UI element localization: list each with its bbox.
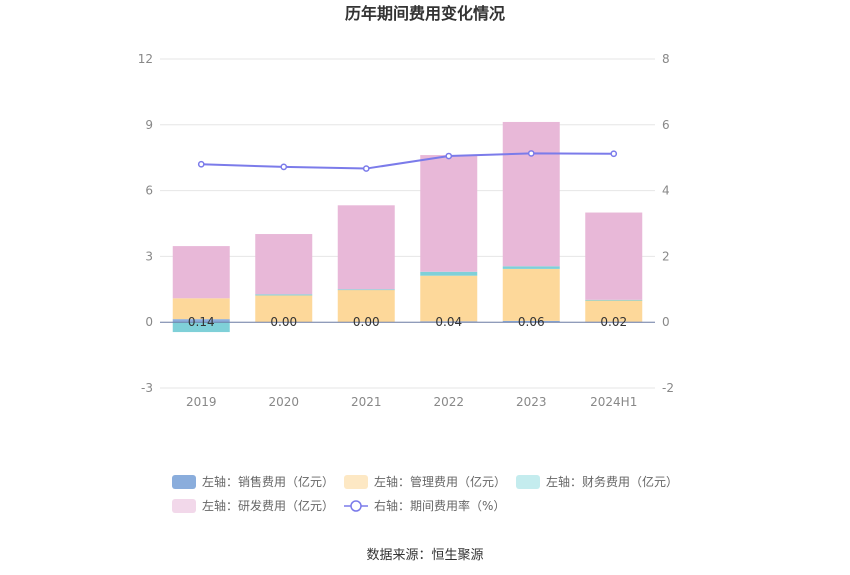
bar-data-label: 0.14 [188,315,215,329]
grid-lines [160,58,655,389]
x-tick-label: 2021 [351,395,382,409]
right-tick-label: 6 [662,118,670,132]
bar-segment [502,121,560,267]
bar-segment [255,234,313,295]
legend-label: 左轴：研发费用（亿元） [202,498,334,513]
bar-segment [172,322,230,333]
bar-data-label: 0.06 [518,315,545,329]
right-axis: 8 6 4 2 0 -2 [662,52,674,395]
bar-segment [255,295,313,323]
legend-label: 左轴：财务费用（亿元） [546,474,678,489]
right-tick-label: 4 [662,184,670,198]
bar-segment [255,294,313,296]
bar-segment [420,275,478,322]
legend-label: 左轴：销售费用（亿元） [202,474,334,489]
expense-rate-line [197,150,618,172]
rate-point [445,152,453,160]
legend-swatch-marker [350,500,362,512]
legend-swatch [344,475,368,489]
legend-label: 右轴：期间费用率（%） [374,498,505,513]
left-tick-label: 6 [145,184,153,198]
bar-segment [502,320,560,323]
x-tick-label: 2019 [186,395,217,409]
rate-point [610,150,618,158]
left-tick-label: -3 [141,381,153,395]
right-tick-label: 8 [662,52,670,66]
rate-line-path [201,152,614,170]
rate-point [362,165,370,172]
x-tick-label: 2024H1 [590,395,637,409]
legend-swatch [172,475,196,489]
bar-data-label: 0.02 [600,315,627,329]
bar-segment [420,155,478,272]
legend-label: 左轴：管理费用（亿元） [374,474,506,489]
bar-segment [172,298,230,320]
chart-title: 历年期间费用变化情况 [345,4,505,23]
bar-segment [337,289,395,291]
legend-swatch [516,475,540,489]
x-tick-label: 2023 [516,395,547,409]
bar-data-label: 0.04 [435,315,462,329]
right-tick-label: 0 [662,315,670,329]
bar-segment [585,212,643,300]
bar-segment [337,205,395,290]
x-tick-label: 2020 [268,395,299,409]
bar-segment [172,246,230,299]
right-tick-label: -2 [662,381,674,395]
right-tick-label: 2 [662,249,670,263]
legend: 左轴：销售费用（亿元） 左轴：管理费用（亿元） 左轴：财务费用（亿元） 左轴：研发费用… [172,474,678,513]
rate-point [197,160,205,168]
bar-segment [585,300,643,322]
x-tick-label: 2022 [433,395,464,409]
bar-segment [337,289,395,323]
bars [160,121,655,333]
left-tick-label: 9 [145,118,153,132]
x-axis: 2019 2020 2021 2022 2023 2024H1 [186,395,637,409]
source-note: 数据来源：恒生聚源 [366,548,483,563]
bar-segment [585,299,643,301]
left-tick-label: 3 [145,249,153,263]
left-axis: 12 9 6 3 0 -3 [138,52,153,395]
left-tick-label: 0 [145,315,153,329]
bar-segment [172,319,230,323]
bar-segment [502,268,560,321]
bar-segment [420,271,478,276]
rate-point [280,163,288,171]
bar-labels: 0.14 0.00 0.00 0.04 0.06 0.02 [188,315,627,329]
bar-data-label: 0.00 [270,315,297,329]
rate-point [527,150,535,157]
legend-swatch [172,499,196,513]
bar-data-label: 0.00 [353,315,380,329]
left-tick-label: 12 [138,52,153,66]
bar-segment [502,266,560,269]
